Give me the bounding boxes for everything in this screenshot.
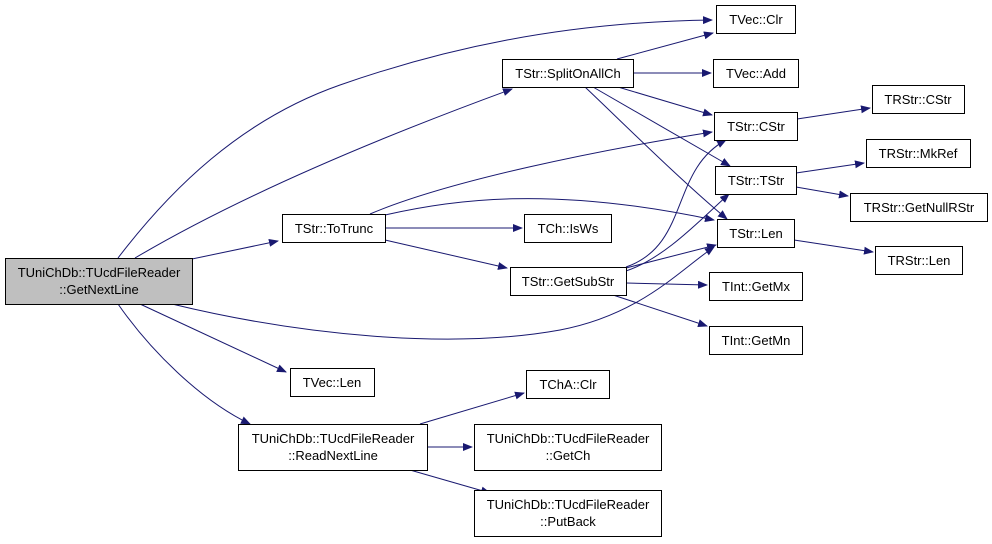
edge-getnextline-splitonallch [134,88,513,259]
node-tvec-add[interactable]: TVec::Add [713,59,799,88]
edge-tstr-tstr-trstr-getnullrstr [795,186,849,199]
node-label: TStr::Len [729,226,782,241]
node-label: ::PutBack [540,514,596,529]
node-tstr-tstr[interactable]: TStr::TStr [715,166,797,195]
node-label: TRStr::MkRef [879,146,958,161]
node-label: TChA::Clr [539,377,597,392]
node-tvec-clr[interactable]: TVec::Clr [716,5,796,34]
edge-splitonallch-tvec-clr [616,31,714,60]
node-label: TUniChDb::TUcdFileReader [18,265,181,280]
node-label: TUniChDb::TUcdFileReader [487,497,650,512]
node-getsubstr[interactable]: TStr::GetSubStr [510,267,627,296]
edge-readnextline-tcha-clr [419,391,525,425]
node-trstr-len[interactable]: TRStr::Len [875,246,963,275]
node-label: TVec::Add [726,66,786,81]
edge-tstr-tstr-trstr-mkref [795,160,865,174]
edge-getsubstr-tstr-tstr [625,193,730,272]
node-trstr-mkref[interactable]: TRStr::MkRef [866,139,971,168]
edge-getnextline-tstr-len [171,246,715,340]
node-trstr-cstr[interactable]: TRStr::CStr [872,85,965,114]
node-tstr-cstr[interactable]: TStr::CStr [714,112,798,141]
edge-getnextline-totrunc [191,238,279,260]
node-tint-getmx[interactable]: TInt::GetMx [709,272,803,301]
node-label: ::GetNextLine [59,282,139,297]
node-label: TVec::Clr [729,12,783,27]
edge-getsubstr-tstr-len [625,243,717,269]
node-tcha-clr[interactable]: TChA::Clr [526,370,610,399]
edge-splitonallch-tstr-tstr [592,86,731,167]
edge-tstr-cstr-trstr-cstr [796,105,871,120]
node-label: TInt::GetMx [722,279,790,294]
edge-getsubstr-tint-getmn [612,294,708,327]
edge-getnextline-tvec-clr [117,16,713,259]
node-label: ::GetCh [546,448,591,463]
node-label: TStr::CStr [727,119,785,134]
node-trstr-getnullrstr[interactable]: TRStr::GetNullRStr [850,193,988,222]
node-tvec-len[interactable]: TVec::Len [290,368,375,397]
node-tch-isws[interactable]: TCh::IsWs [524,214,612,243]
node-readnextline[interactable]: TUniChDb::TUcdFileReader ::ReadNextLine [238,424,428,471]
edge-totrunc-tstr-cstr [369,129,713,215]
edge-totrunc-getsubstr [384,239,508,270]
node-label: TUniChDb::TUcdFileReader [252,431,415,446]
edge-splitonallch-tstr-len [584,86,728,220]
node-getch[interactable]: TUniChDb::TUcdFileReader ::GetCh [474,424,662,471]
node-label: TVec::Len [303,375,362,390]
node-label: TInt::GetMn [722,333,791,348]
node-label: ::ReadNextLine [288,448,378,463]
edge-tstr-len-trstr-len [793,239,874,255]
nodes: TUniChDb::TUcdFileReader ::GetNextLine T… [5,5,988,537]
edge-totrunc-tstr-len [384,198,715,223]
edge-readnextline-putback [409,469,491,495]
node-label: TUniChDb::TUcdFileReader [487,431,650,446]
edge-getsubstr-tstr-cstr [625,139,727,268]
node-putback[interactable]: TUniChDb::TUcdFileReader ::PutBack [474,490,662,537]
node-label: TStr::GetSubStr [522,274,615,289]
edge-getnextline-tvec-len [139,303,287,373]
node-splitonallch[interactable]: TStr::SplitOnAllCh [502,59,634,88]
node-label: TRStr::GetNullRStr [864,200,975,215]
node-label: TRStr::CStr [884,92,952,107]
node-totrunc[interactable]: TStr::ToTrunc [282,214,386,243]
node-tstr-len[interactable]: TStr::Len [717,219,795,248]
node-label: TStr::SplitOnAllCh [515,66,620,81]
edges [117,16,874,495]
node-getnextline[interactable]: TUniChDb::TUcdFileReader ::GetNextLine [5,258,193,305]
edge-getsubstr-tint-getmx [625,280,708,289]
node-label: TStr::TStr [728,173,785,188]
node-label: TRStr::Len [888,253,951,268]
node-label: TStr::ToTrunc [295,221,374,236]
node-label: TCh::IsWs [538,221,599,236]
edge-splitonallch-tstr-cstr [617,86,713,117]
edge-getnextline-readnextline [117,303,251,425]
node-tint-getmn[interactable]: TInt::GetMn [709,326,803,355]
